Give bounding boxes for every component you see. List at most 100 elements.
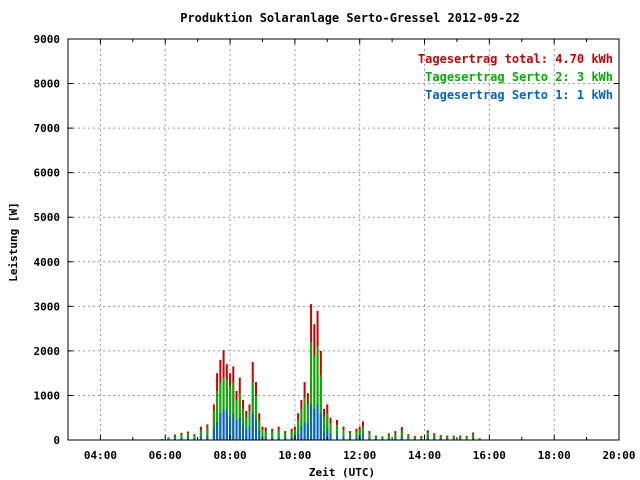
bar-serto2 xyxy=(216,390,219,440)
y-tick-label: 7000 xyxy=(34,122,61,135)
bar-serto2 xyxy=(407,435,410,440)
bar-serto2 xyxy=(368,433,371,440)
bar-serto1 xyxy=(271,437,274,440)
bar-serto1 xyxy=(235,419,238,440)
bar-serto1 xyxy=(303,422,306,440)
bar-serto2 xyxy=(336,424,339,440)
bar-serto1 xyxy=(251,413,254,440)
bar-serto2 xyxy=(225,379,228,440)
bar-serto2 xyxy=(413,436,416,440)
bar-serto2 xyxy=(277,430,280,440)
bar-serto2 xyxy=(173,435,176,440)
x-tick-label: 06:00 xyxy=(149,449,182,462)
bar-serto1 xyxy=(248,426,251,440)
bar-serto2 xyxy=(394,433,397,440)
bar-serto2 xyxy=(212,411,215,440)
bar-serto2 xyxy=(433,435,436,440)
bar-serto2 xyxy=(300,408,303,440)
legend: Tagesertrag total: 4.70 kWh Tagesertrag S… xyxy=(418,52,613,102)
bar-serto2 xyxy=(358,429,361,440)
bar-serto2 xyxy=(293,429,296,440)
bar-serto1 xyxy=(368,437,371,440)
legend-entry-serto1: Tagesertrag Serto 1: 1 kWh xyxy=(425,88,613,102)
bar-serto1 xyxy=(439,438,442,440)
bar-serto1 xyxy=(323,431,326,440)
bar-serto1 xyxy=(319,413,322,440)
bar-serto2 xyxy=(348,433,351,440)
bar-serto2 xyxy=(426,432,429,440)
bar-serto1 xyxy=(387,438,390,440)
y-tick-label: 3000 xyxy=(34,300,61,313)
bar-serto1 xyxy=(290,437,293,440)
bar-serto2 xyxy=(387,435,390,440)
bar-serto2 xyxy=(316,346,319,440)
bar-serto1 xyxy=(264,436,267,440)
legend-entry-total: Tagesertrag total: 4.70 kWh xyxy=(418,52,613,66)
y-tick-label: 4000 xyxy=(34,256,61,269)
bar-serto1 xyxy=(245,428,248,440)
bar-serto2 xyxy=(361,426,364,440)
bar-serto1 xyxy=(258,431,261,440)
bar-serto2 xyxy=(248,411,251,440)
bar-serto2 xyxy=(420,436,423,440)
bar-serto2 xyxy=(271,431,274,440)
bars xyxy=(160,304,488,440)
bar-serto1 xyxy=(219,413,222,440)
bar-serto1 xyxy=(206,435,209,440)
x-tick-label: 04:00 xyxy=(84,449,117,462)
bar-serto1 xyxy=(284,437,287,440)
y-tick-label: 2000 xyxy=(34,345,61,358)
bar-serto2 xyxy=(465,436,468,440)
bar-serto2 xyxy=(297,419,300,440)
y-tick-label: 9000 xyxy=(34,33,61,46)
y-tick-label: 6000 xyxy=(34,167,61,180)
bar-serto2 xyxy=(251,382,254,440)
bar-serto1 xyxy=(459,438,462,440)
y-tick-label: 1000 xyxy=(34,389,61,402)
bar-serto1 xyxy=(433,438,436,440)
bar-serto2 xyxy=(439,436,442,440)
x-tick-label: 16:00 xyxy=(473,449,506,462)
bar-serto1 xyxy=(407,438,410,440)
bar-serto2 xyxy=(472,434,475,440)
bar-serto2 xyxy=(446,436,449,440)
bar-serto2 xyxy=(400,430,403,440)
bar-serto1 xyxy=(173,438,176,440)
bar-serto2 xyxy=(326,413,329,440)
x-tick-label: 10:00 xyxy=(278,449,311,462)
y-tick-label: 0 xyxy=(53,434,60,447)
bar-serto2 xyxy=(313,355,316,440)
bar-serto2 xyxy=(254,395,257,440)
bar-serto2 xyxy=(303,397,306,440)
bar-serto1 xyxy=(216,422,219,440)
bar-serto2 xyxy=(229,386,232,440)
x-tick-label: 18:00 xyxy=(538,449,571,462)
bar-serto1 xyxy=(355,437,358,440)
bar-serto2 xyxy=(329,423,332,440)
bar-serto2 xyxy=(478,438,481,440)
bar-serto2 xyxy=(167,437,170,440)
bar-serto1 xyxy=(229,417,232,440)
bar-serto1 xyxy=(400,436,403,440)
bar-serto1 xyxy=(254,419,257,440)
bar-serto1 xyxy=(180,438,183,440)
plot-frame xyxy=(67,38,620,441)
x-tick-label: 08:00 xyxy=(213,449,246,462)
bar-serto2 xyxy=(342,429,345,440)
bar-serto2 xyxy=(258,419,261,440)
bar-serto2 xyxy=(232,382,235,440)
bar-serto1 xyxy=(426,437,429,440)
x-tick-label: 14:00 xyxy=(408,449,441,462)
bar-serto2 xyxy=(284,433,287,440)
bar-serto2 xyxy=(238,393,241,440)
bar-serto1 xyxy=(420,438,423,440)
bar-serto2 xyxy=(323,416,326,440)
bar-serto2 xyxy=(459,436,462,440)
bar-serto1 xyxy=(326,428,329,440)
bar-serto2 xyxy=(381,437,384,440)
x-axis-label: Zeit (UTC) xyxy=(309,466,375,479)
bar-serto1 xyxy=(316,404,319,440)
bar-serto2 xyxy=(206,427,209,440)
bar-serto1 xyxy=(336,434,339,440)
bar-serto1 xyxy=(310,404,313,440)
